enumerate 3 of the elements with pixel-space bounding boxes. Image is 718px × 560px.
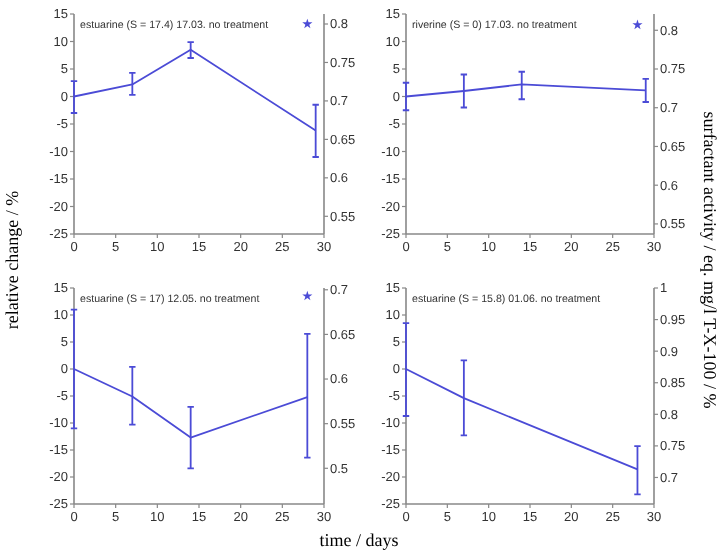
y2-axis-title: surfactant activity / eq. mg/l T-X-100 / %	[700, 111, 718, 410]
x-axis-title: time / days	[319, 530, 400, 550]
y-axis-title: relative change / %	[2, 189, 22, 330]
